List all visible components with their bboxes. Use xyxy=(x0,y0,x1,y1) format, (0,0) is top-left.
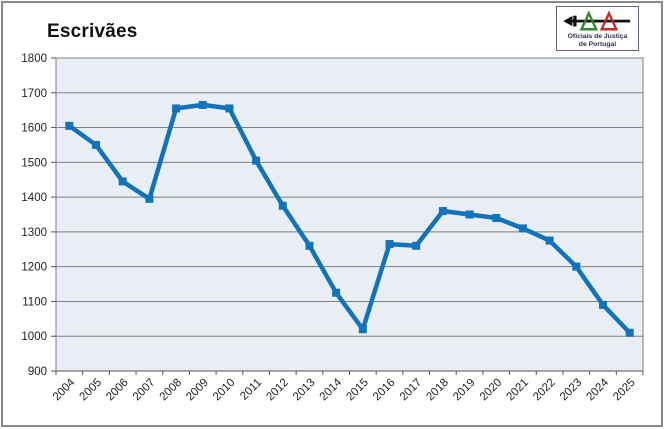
data-point-marker xyxy=(118,177,127,186)
data-point-marker xyxy=(438,207,447,216)
x-axis-tick-label: 2009 xyxy=(184,377,211,404)
data-line xyxy=(67,102,632,335)
x-axis-tick-label: 2022 xyxy=(531,377,558,404)
x-axis-tick-label: 2004 xyxy=(51,376,78,403)
data-point-marker xyxy=(625,328,634,337)
data-point-marker xyxy=(572,262,581,271)
y-axis-tick-label: 1600 xyxy=(21,123,47,135)
y-axis-tick-label: 1000 xyxy=(21,331,47,343)
data-markers xyxy=(65,100,634,337)
y-axis-tick-label: 1300 xyxy=(21,227,47,239)
y-axis-labels: 1800 1700 1600 1500 1400 1300 1200 1100 1000 900 xyxy=(21,53,47,378)
logo-text: Oficiais de Justiça de Portugal xyxy=(568,33,628,49)
x-axis-tick-label: 2010 xyxy=(211,377,238,404)
data-point-marker xyxy=(172,104,181,113)
x-axis-tick-label: 2017 xyxy=(398,377,425,404)
x-axis-tick-label: 2008 xyxy=(158,377,185,404)
data-point-marker xyxy=(278,201,287,210)
data-point-marker xyxy=(412,241,421,250)
x-axis-labels: 2004 2005 2006 2007 2008 2009 2010 2011 2012 2013… xyxy=(51,376,638,403)
x-axis-tick-label: 2013 xyxy=(291,377,318,404)
logo-text-line2: de Portugal xyxy=(578,41,617,48)
data-point-marker xyxy=(198,100,207,109)
x-axis-tick-label: 2006 xyxy=(104,377,131,404)
x-axis-tick-label: 2021 xyxy=(504,377,531,404)
y-axis-tick-label: 1800 xyxy=(21,53,47,65)
data-point-marker xyxy=(518,224,527,233)
data-point-marker xyxy=(598,300,607,309)
y-axis-tick-label: 1500 xyxy=(21,157,47,169)
y-axis-tick-label: 1200 xyxy=(21,262,47,274)
data-point-marker xyxy=(252,156,261,165)
x-axis-tick-label: 2016 xyxy=(371,377,398,404)
x-axis-tick-label: 2005 xyxy=(78,377,105,404)
x-axis-tick-label: 2014 xyxy=(318,376,345,403)
chart-title: Escrivães xyxy=(47,21,138,42)
y-axis-tick-label: 900 xyxy=(28,366,47,378)
data-point-marker xyxy=(305,241,314,250)
data-point-marker xyxy=(358,325,367,334)
data-point-marker xyxy=(65,121,74,130)
logo-oficiais-de-justica: Oficiais de Justiça de Portugal xyxy=(556,6,639,51)
data-point-marker xyxy=(385,240,394,249)
x-axis-tick-label: 2011 xyxy=(238,377,264,403)
plot-area xyxy=(56,58,643,371)
x-axis-tick-label: 2007 xyxy=(131,377,158,404)
data-point-marker xyxy=(92,140,101,149)
data-point-marker xyxy=(145,194,154,203)
data-point-marker xyxy=(332,288,341,297)
logo-text-line1: Oficiais de Justiça xyxy=(567,33,628,40)
y-axis-tick-label: 1400 xyxy=(21,192,47,204)
x-axis-tick-label: 2023 xyxy=(558,377,585,404)
x-axis-tick-label: 2012 xyxy=(264,377,291,404)
data-point-marker xyxy=(225,104,234,113)
y-axis-tick-label: 1700 xyxy=(21,88,47,100)
data-point-marker xyxy=(492,213,501,222)
x-axis-tick-label: 2019 xyxy=(451,377,478,404)
axes xyxy=(51,57,644,375)
x-axis-tick-label: 2024 xyxy=(585,376,612,403)
y-axis-tick-label: 1100 xyxy=(22,296,47,308)
x-axis-tick-label: 2025 xyxy=(611,377,638,404)
x-axis-tick-label: 2018 xyxy=(424,377,451,404)
x-axis-tick-label: 2015 xyxy=(344,377,371,404)
data-point-marker xyxy=(545,236,554,245)
data-point-marker xyxy=(465,210,474,219)
sword-triangles-icon xyxy=(562,10,630,31)
x-axis-tick-label: 2020 xyxy=(478,377,505,404)
